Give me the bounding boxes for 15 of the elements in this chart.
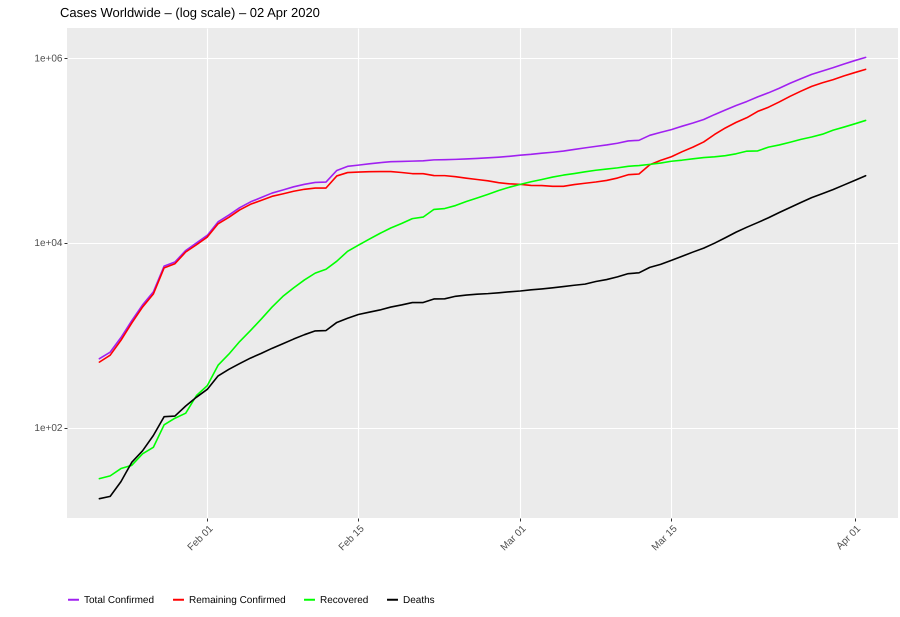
legend-label: Total Confirmed [84, 594, 154, 606]
y-tick-label: 1e+04 [34, 238, 63, 250]
x-tick-label: Feb 01 [186, 523, 216, 554]
chart-title: Cases Worldwide – (log scale) – 02 Apr 2020 [60, 5, 320, 20]
legend-label: Remaining Confirmed [189, 594, 286, 606]
line-series [98, 120, 866, 480]
x-tick-label: Mar 01 [498, 523, 529, 554]
line-series [98, 174, 866, 500]
x-tick-label: Feb 15 [336, 523, 367, 554]
x-tick-label: Mar 15 [650, 523, 680, 554]
y-tick-label: 1e+06 [34, 53, 63, 64]
y-tick-label: 1e+02 [34, 423, 63, 434]
legend-label: Recovered [320, 594, 368, 606]
legend-label: Deaths [403, 594, 435, 606]
x-tick-label: Apr 01 [834, 523, 864, 552]
